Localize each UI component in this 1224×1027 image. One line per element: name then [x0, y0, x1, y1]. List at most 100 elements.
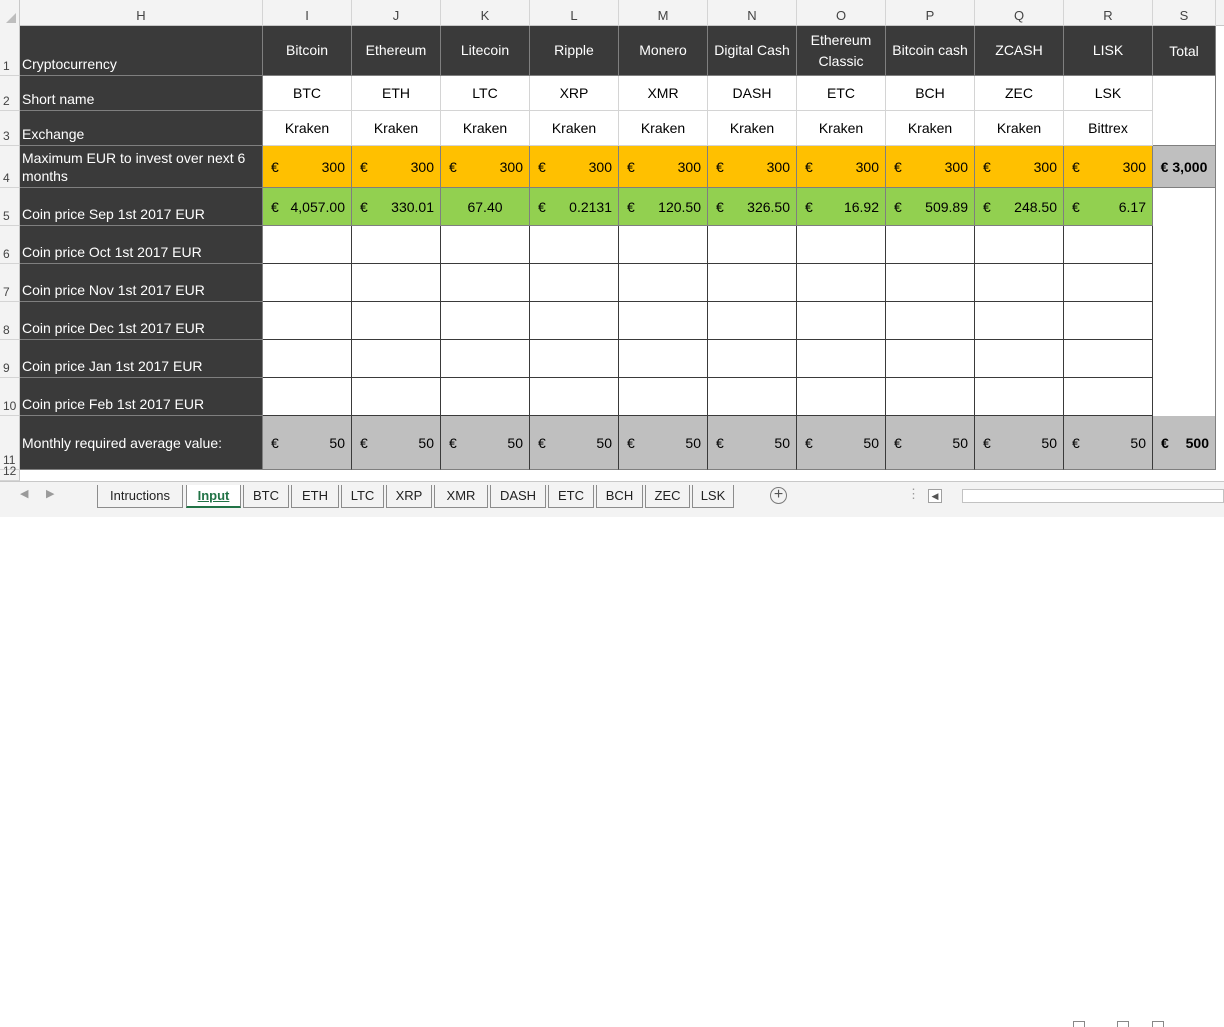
empty-price-cell[interactable]: [619, 378, 708, 416]
coin-price-cell[interactable]: €326.50: [708, 188, 797, 226]
empty-price-cell[interactable]: [530, 264, 619, 302]
row-label-cell[interactable]: Short name: [20, 76, 263, 111]
empty-price-cell[interactable]: [886, 378, 975, 416]
empty-price-cell[interactable]: [441, 378, 530, 416]
exchange-cell[interactable]: Kraken: [797, 111, 886, 146]
scroll-left-icon[interactable]: ◀: [928, 489, 942, 503]
column-header[interactable]: K: [441, 0, 530, 26]
monthly-average-cell[interactable]: €50: [708, 416, 797, 470]
empty-price-cell[interactable]: [708, 378, 797, 416]
empty-price-cell[interactable]: [352, 264, 441, 302]
column-header[interactable]: I: [263, 0, 352, 26]
row-label-cell[interactable]: Maximum EUR to invest over next 6 months: [20, 146, 263, 188]
sheet-tab[interactable]: LTC: [341, 485, 384, 508]
sheet-tab[interactable]: ETH: [291, 485, 339, 508]
coin-price-cell[interactable]: €16.92: [797, 188, 886, 226]
row-label-cell[interactable]: Coin price Jan 1st 2017 EUR: [20, 340, 263, 378]
short-name-cell[interactable]: XRP: [530, 76, 619, 111]
coin-name-cell[interactable]: Bitcoin: [263, 26, 352, 76]
coin-price-cell[interactable]: €4,057.00: [263, 188, 352, 226]
monthly-average-cell[interactable]: €50: [619, 416, 708, 470]
short-name-cell[interactable]: ETC: [797, 76, 886, 111]
monthly-average-cell[interactable]: €50: [263, 416, 352, 470]
row-label-cell[interactable]: Exchange: [20, 111, 263, 146]
row-label-cell[interactable]: Coin price Dec 1st 2017 EUR: [20, 302, 263, 340]
monthly-average-cell[interactable]: €50: [797, 416, 886, 470]
empty-price-cell[interactable]: [263, 378, 352, 416]
empty-price-cell[interactable]: [975, 378, 1064, 416]
coin-price-cell[interactable]: €509.89: [886, 188, 975, 226]
empty-price-cell[interactable]: [708, 226, 797, 264]
monthly-average-cell[interactable]: €50: [441, 416, 530, 470]
empty-price-cell[interactable]: [619, 302, 708, 340]
monthly-average-cell[interactable]: €50: [1064, 416, 1153, 470]
empty-price-cell[interactable]: [1064, 340, 1153, 378]
empty-price-cell[interactable]: [886, 264, 975, 302]
empty-price-cell[interactable]: [441, 340, 530, 378]
empty-price-cell[interactable]: [975, 226, 1064, 264]
empty-price-cell[interactable]: [708, 340, 797, 378]
short-name-cell[interactable]: BTC: [263, 76, 352, 111]
sheet-tab[interactable]: BCH: [596, 485, 643, 508]
row-header[interactable]: 8: [0, 302, 20, 340]
monthly-average-cell[interactable]: €50: [886, 416, 975, 470]
tab-nav-prev-icon[interactable]: ◀: [20, 488, 29, 500]
empty-price-cell[interactable]: [441, 302, 530, 340]
empty-price-cell[interactable]: [886, 226, 975, 264]
empty-price-cell[interactable]: [530, 226, 619, 264]
column-header[interactable]: H: [20, 0, 263, 26]
empty-price-cell[interactable]: [619, 226, 708, 264]
monthly-average-cell[interactable]: €50: [975, 416, 1064, 470]
column-header[interactable]: O: [797, 0, 886, 26]
row-header[interactable]: 4: [0, 146, 20, 188]
exchange-cell[interactable]: Kraken: [975, 111, 1064, 146]
horizontal-scrollbar[interactable]: [962, 489, 1224, 503]
empty-price-cell[interactable]: [975, 302, 1064, 340]
empty-price-cell[interactable]: [352, 226, 441, 264]
coin-price-cell[interactable]: €120.50: [619, 188, 708, 226]
empty-price-cell[interactable]: [352, 302, 441, 340]
column-header[interactable]: N: [708, 0, 797, 26]
empty-price-cell[interactable]: [441, 264, 530, 302]
empty-price-cell[interactable]: [530, 340, 619, 378]
coin-price-cell[interactable]: €330.01: [352, 188, 441, 226]
page-break-view-icon[interactable]: [1152, 1021, 1164, 1027]
exchange-cell[interactable]: Kraken: [886, 111, 975, 146]
row-label-cell[interactable]: Coin price Nov 1st 2017 EUR: [20, 264, 263, 302]
empty-price-cell[interactable]: [797, 264, 886, 302]
short-name-cell[interactable]: LSK: [1064, 76, 1153, 111]
row-label-cell[interactable]: Cryptocurrency: [20, 26, 263, 76]
sheet-tab[interactable]: LSK: [692, 485, 734, 508]
max-invest-cell[interactable]: €300: [975, 146, 1064, 188]
tab-split-handle[interactable]: ⋮: [907, 486, 920, 501]
empty-price-cell[interactable]: [1064, 378, 1153, 416]
row-header[interactable]: 7: [0, 264, 20, 302]
select-all-corner[interactable]: [0, 0, 20, 26]
max-invest-cell[interactable]: €300: [708, 146, 797, 188]
row-header[interactable]: 3: [0, 111, 20, 146]
column-header[interactable]: L: [530, 0, 619, 26]
add-sheet-icon[interactable]: +: [770, 487, 787, 504]
coin-name-cell[interactable]: Digital Cash: [708, 26, 797, 76]
sheet-tab[interactable]: Input: [186, 485, 241, 508]
coin-name-cell[interactable]: Bitcoin cash: [886, 26, 975, 76]
empty-price-cell[interactable]: [975, 340, 1064, 378]
coin-price-cell[interactable]: €248.50: [975, 188, 1064, 226]
short-name-cell[interactable]: BCH: [886, 76, 975, 111]
empty-price-cell[interactable]: [708, 302, 797, 340]
coin-name-cell[interactable]: LISK: [1064, 26, 1153, 76]
empty-price-cell[interactable]: [886, 302, 975, 340]
empty-price-cell[interactable]: [263, 226, 352, 264]
max-invest-cell[interactable]: €300: [352, 146, 441, 188]
column-header[interactable]: Q: [975, 0, 1064, 26]
coin-price-cell[interactable]: €0.2131: [530, 188, 619, 226]
empty-price-cell[interactable]: [352, 378, 441, 416]
sheet-tab[interactable]: XMR: [434, 485, 488, 508]
monthly-average-cell[interactable]: €50: [352, 416, 441, 470]
empty-price-cell[interactable]: [619, 340, 708, 378]
coin-name-cell[interactable]: Ethereum: [352, 26, 441, 76]
coin-name-cell[interactable]: Monero: [619, 26, 708, 76]
exchange-cell[interactable]: Kraken: [263, 111, 352, 146]
monthly-average-total-cell[interactable]: €500: [1153, 416, 1216, 470]
empty-total-cell[interactable]: [1153, 188, 1216, 416]
